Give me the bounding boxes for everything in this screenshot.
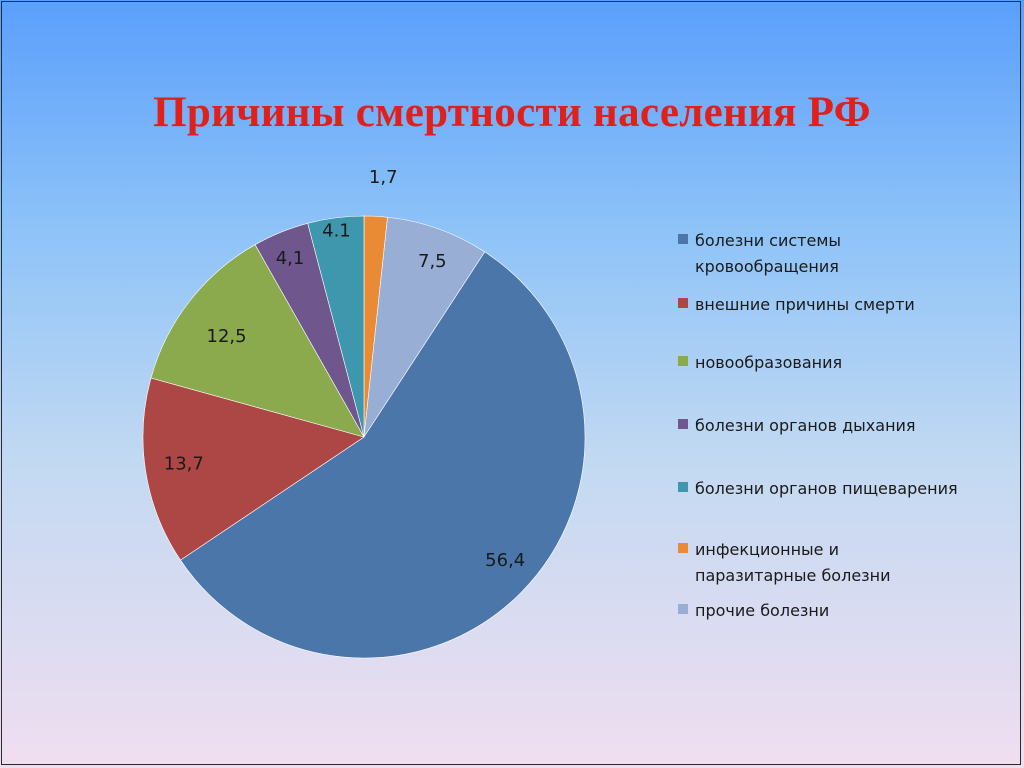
pie-slice-5 [307, 215, 365, 438]
legend-label: болезни органов пищеварения [695, 479, 958, 498]
legend-label: инфекционные и паразитарные болезни [695, 540, 891, 585]
legend-label: новообразования [695, 353, 843, 372]
legend-swatch [678, 419, 688, 429]
slide-title: Причины смертности населения РФ [153, 89, 871, 136]
pie-slice-2 [142, 377, 365, 561]
data-label-4: 4,1 [276, 248, 305, 269]
legend-item-4: болезни органов дыхания [678, 413, 965, 439]
legend-label: болезни системы кровообращения [695, 231, 842, 276]
legend-swatch [678, 298, 688, 308]
legend-item-5: болезни органов пищеварения [678, 476, 965, 502]
data-label-2: 13,7 [164, 454, 204, 475]
pie-slice-1 [180, 251, 586, 659]
data-label-5: 4.1 [322, 221, 351, 242]
legend-item-3: новообразования [678, 350, 965, 376]
legend-label: прочие болезни [695, 601, 830, 620]
data-label-1: 56,4 [485, 550, 525, 571]
legend-swatch [678, 356, 688, 366]
legend-swatch [678, 234, 688, 244]
legend-item-1: болезни системы кровообращения [678, 228, 965, 280]
legend-label: болезни органов дыхания [695, 416, 916, 435]
pie-slice-3 [150, 244, 365, 438]
legend-swatch [678, 604, 688, 614]
legend-item-2: внешние причины смерти [678, 292, 965, 318]
legend-label: внешние причины смерти [695, 295, 915, 314]
legend-item-6: инфекционные и паразитарные болезни [678, 537, 965, 589]
legend-item-7: прочие болезни [678, 598, 965, 624]
legend-swatch [678, 543, 688, 553]
data-label-7: 7,5 [418, 251, 447, 272]
pie-slice-7 [363, 216, 486, 438]
data-label-3: 12,5 [207, 326, 247, 347]
data-label-6: 1,7 [369, 167, 398, 188]
legend-swatch [678, 482, 688, 492]
